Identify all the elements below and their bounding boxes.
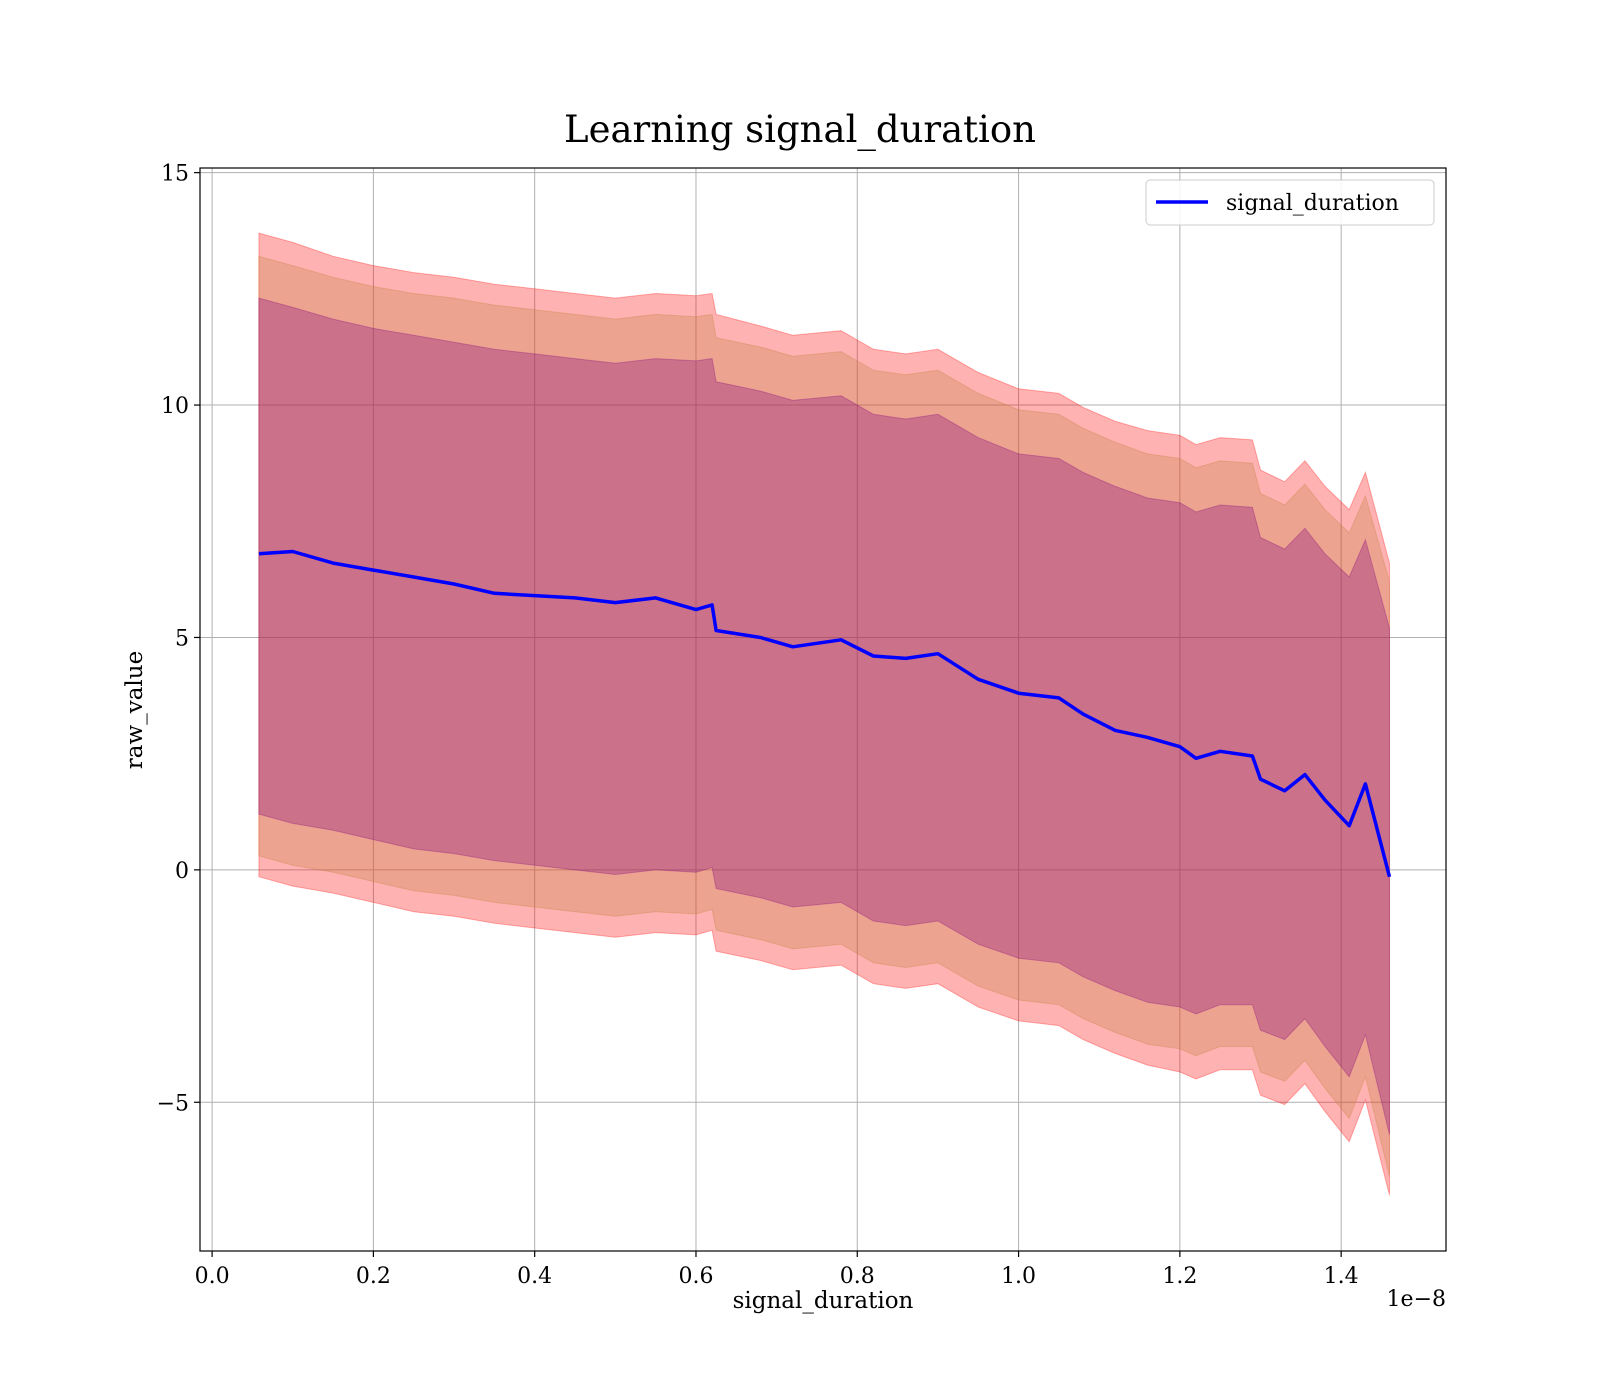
series-line-signal-duration — [258, 549, 1392, 878]
band-band-outer — [258, 232, 1390, 1196]
y-tick-label-1: 0 — [175, 859, 189, 884]
x-tick-label-4: 0.8 — [840, 1264, 875, 1289]
plot-frame — [199, 167, 1447, 1252]
y-tick-label-3: 10 — [161, 394, 189, 419]
chart-title: Learning signal_duration — [564, 108, 1036, 152]
x-tick-label-0: 0.0 — [195, 1264, 230, 1289]
x-axis-ticks: 0.0 0.2 0.4 0.6 0.8 1.0 1.2 1.4 — [195, 1251, 1359, 1289]
band-band-inner — [258, 297, 1390, 1135]
y-tick-label-2: 5 — [175, 626, 189, 651]
band-band-middle — [258, 255, 1390, 1177]
x-tick-label-6: 1.2 — [1162, 1264, 1197, 1289]
series-lines — [258, 549, 1392, 878]
legend: signal_duration — [1145, 179, 1435, 226]
x-tick-label-5: 1.0 — [1001, 1264, 1036, 1289]
confidence-bands — [258, 232, 1390, 1196]
y-tick-label-0: −5 — [157, 1091, 189, 1116]
x-tick-label-3: 0.6 — [678, 1264, 713, 1289]
y-axis-ticks: −5 0 5 10 15 — [157, 162, 200, 1116]
y-tick-label-4: 15 — [161, 162, 189, 187]
legend-entry-signal-duration: signal_duration — [1226, 191, 1399, 216]
x-tick-label-7: 1.4 — [1324, 1264, 1359, 1289]
legend-box — [1145, 179, 1435, 226]
x-axis-label: signal_duration — [733, 1288, 914, 1314]
grid — [200, 168, 1446, 1251]
x-tick-label-2: 0.4 — [517, 1264, 552, 1289]
x-axis-offset-label: 1e−8 — [1387, 1287, 1446, 1312]
y-axis-label: raw_value — [122, 651, 148, 769]
x-tick-label-1: 0.2 — [356, 1264, 391, 1289]
